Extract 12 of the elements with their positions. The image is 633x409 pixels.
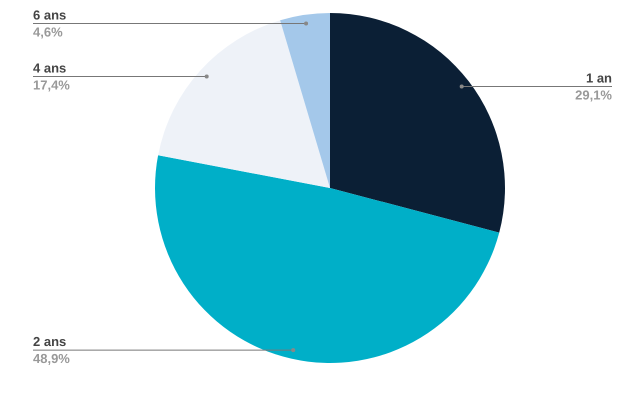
data-label: 29,1% (575, 88, 612, 103)
slice-label: 4 ans (33, 60, 66, 76)
slice-label: 2 ans (33, 334, 66, 350)
pie-slice (155, 155, 500, 363)
data-label: 48,9% (33, 351, 70, 366)
pie-slice (158, 20, 330, 188)
slice-label: 6 ans (33, 7, 66, 22)
slice-label: 1 an (586, 70, 612, 86)
pie-slice (330, 13, 505, 233)
data-label: 4,6% (33, 24, 64, 40)
data-label: 17,4% (33, 78, 70, 92)
pie-slice (280, 13, 330, 188)
